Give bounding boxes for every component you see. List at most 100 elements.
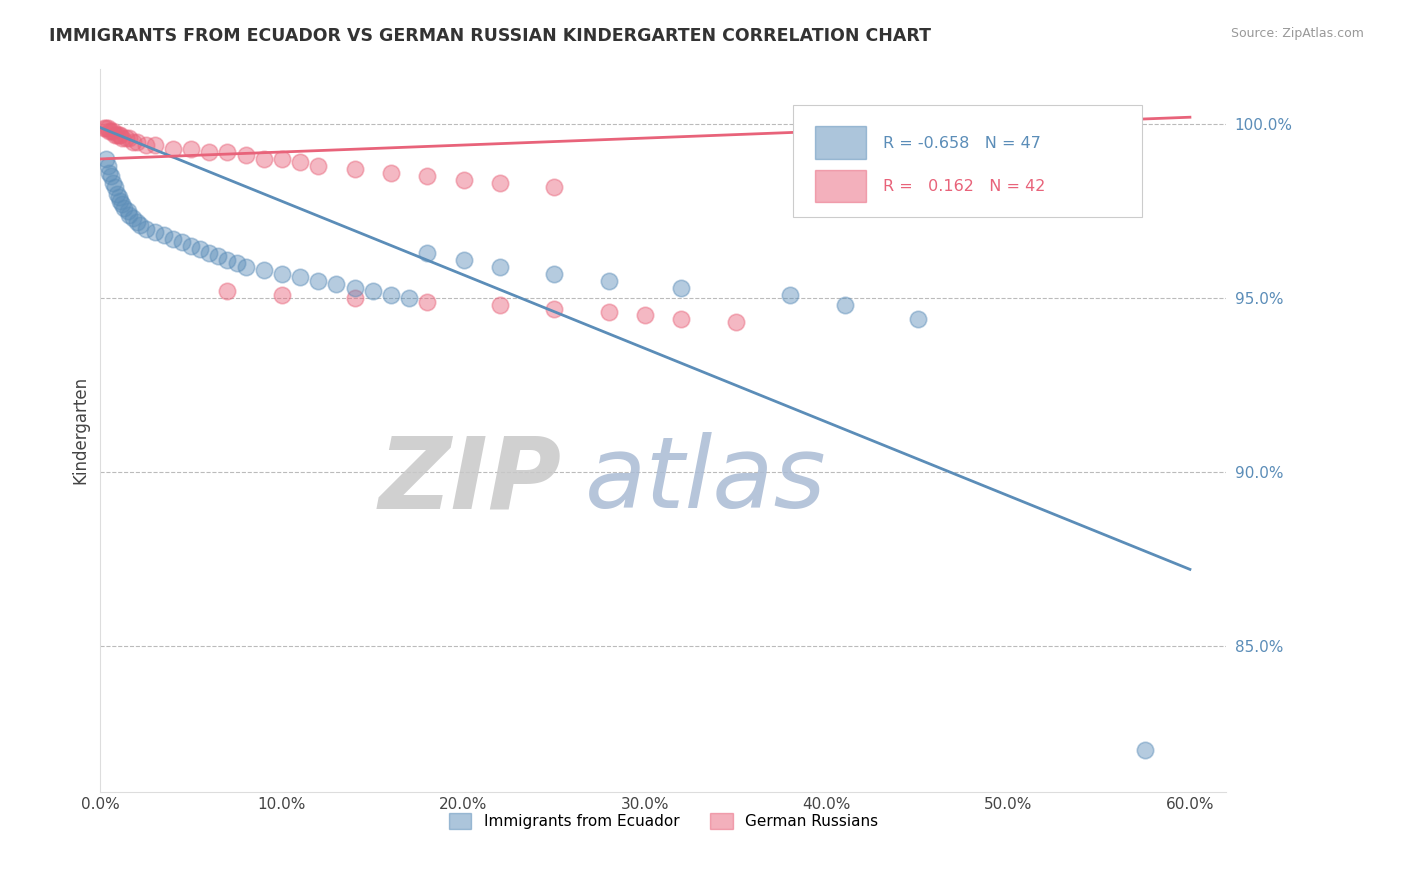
Point (129, 218, 152, 232)
Point (307, 274, 329, 288)
Point (724, 315, 747, 329)
Point (125, 135, 148, 149)
Point (188, 243, 211, 257)
Point (380, 287, 402, 301)
Legend: Immigrants from Ecuador, German Russians: Immigrants from Ecuador, German Russians (443, 806, 884, 835)
Text: R =   0.162   N = 42: R = 0.162 N = 42 (883, 179, 1045, 194)
Point (907, 312, 929, 326)
Point (110, 194, 132, 208)
Point (543, 179, 565, 194)
Point (235, 260, 257, 274)
Point (97, 159, 120, 173)
Point (122, 211, 145, 225)
Point (98, 124, 121, 138)
Point (543, 301, 565, 316)
Point (125, 214, 148, 228)
Point (105, 186, 128, 201)
Point (135, 221, 157, 235)
Point (779, 287, 801, 301)
Point (671, 280, 693, 294)
Point (489, 176, 512, 190)
Point (489, 298, 512, 312)
Point (94, 120, 117, 135)
Point (117, 204, 139, 219)
Point (180, 141, 202, 155)
Bar (815, 169, 866, 202)
Point (543, 267, 565, 281)
Text: R = -0.658   N = 47: R = -0.658 N = 47 (883, 136, 1040, 151)
Point (100, 169, 122, 184)
Point (598, 305, 620, 319)
Point (143, 225, 166, 239)
Point (453, 252, 475, 267)
Point (114, 131, 136, 145)
Point (107, 190, 129, 204)
Point (634, 309, 657, 323)
Point (198, 245, 221, 260)
Point (135, 138, 157, 153)
Y-axis label: Kindergarten: Kindergarten (72, 376, 89, 484)
Point (325, 277, 347, 292)
Point (180, 239, 202, 253)
Point (162, 141, 184, 155)
Point (361, 284, 384, 298)
Point (217, 252, 239, 267)
Point (271, 287, 294, 301)
Point (143, 138, 166, 153)
Point (253, 152, 276, 166)
FancyBboxPatch shape (793, 104, 1142, 217)
Point (343, 291, 366, 305)
Point (198, 145, 221, 159)
Point (217, 284, 239, 298)
Text: Source: ZipAtlas.com: Source: ZipAtlas.com (1230, 27, 1364, 40)
Point (100, 124, 122, 138)
Point (170, 235, 193, 250)
Point (453, 173, 475, 187)
Point (271, 267, 294, 281)
Point (834, 298, 856, 312)
Point (225, 256, 247, 270)
Point (489, 260, 512, 274)
Point (343, 280, 366, 294)
Point (207, 249, 229, 263)
Point (101, 176, 124, 190)
Point (93, 120, 115, 135)
Point (416, 169, 439, 184)
Point (253, 263, 276, 277)
Point (1133, 743, 1156, 757)
Point (153, 228, 176, 243)
Point (598, 274, 620, 288)
Point (288, 155, 311, 169)
Point (118, 131, 141, 145)
Point (112, 201, 135, 215)
Point (398, 291, 420, 305)
Point (97, 120, 120, 135)
Point (271, 152, 294, 166)
Point (162, 232, 184, 246)
Point (416, 294, 439, 309)
Text: ZIP: ZIP (380, 433, 562, 529)
Point (307, 159, 329, 173)
Text: atlas: atlas (585, 433, 827, 529)
Point (416, 245, 439, 260)
Point (101, 124, 124, 138)
Text: IMMIGRANTS FROM ECUADOR VS GERMAN RUSSIAN KINDERGARTEN CORRELATION CHART: IMMIGRANTS FROM ECUADOR VS GERMAN RUSSIA… (49, 27, 931, 45)
Point (111, 131, 134, 145)
Point (98, 166, 121, 180)
Point (107, 128, 129, 142)
Point (104, 179, 127, 194)
Point (122, 135, 145, 149)
Point (105, 128, 128, 142)
Point (104, 128, 127, 142)
Bar (815, 127, 866, 159)
Point (343, 162, 366, 177)
Point (288, 270, 311, 285)
Point (111, 197, 134, 211)
Point (217, 145, 239, 159)
Point (671, 312, 693, 326)
Point (380, 166, 402, 180)
Point (235, 148, 257, 162)
Point (110, 128, 132, 142)
Point (94, 152, 117, 166)
Point (118, 208, 141, 222)
